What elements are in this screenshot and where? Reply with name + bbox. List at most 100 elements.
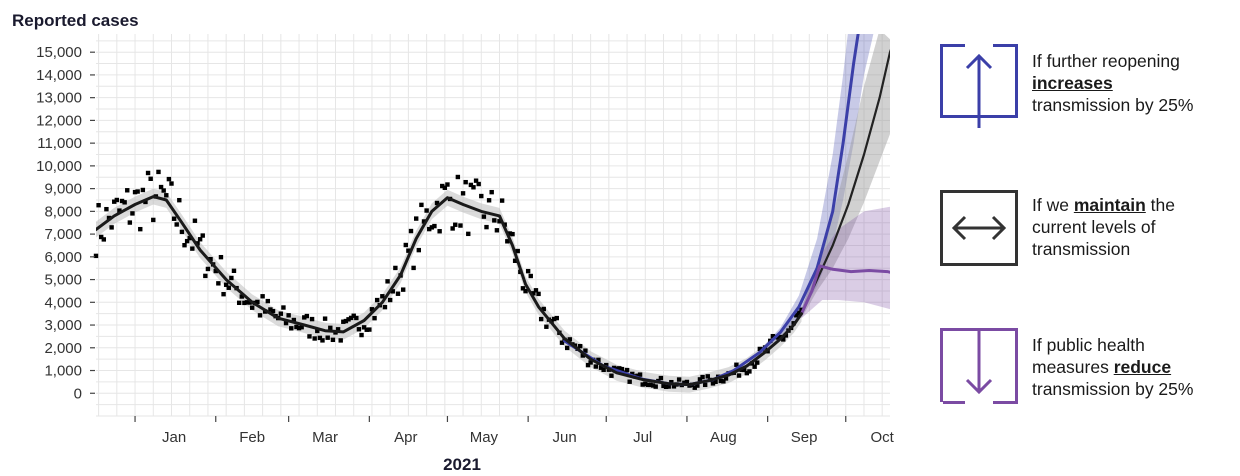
case-point bbox=[486, 198, 492, 203]
case-point bbox=[541, 306, 546, 312]
x-tick-label: Oct bbox=[871, 429, 895, 446]
case-point bbox=[736, 373, 742, 378]
x-tick-label: Feb bbox=[239, 429, 265, 446]
case-point bbox=[359, 332, 364, 338]
case-point bbox=[166, 176, 172, 182]
case-point bbox=[239, 294, 244, 299]
case-point bbox=[455, 174, 461, 180]
case-point bbox=[351, 313, 356, 318]
case-point bbox=[361, 325, 367, 330]
x-tick-label: Jun bbox=[552, 429, 576, 446]
case-point bbox=[471, 185, 476, 190]
case-point bbox=[182, 243, 187, 248]
case-point bbox=[122, 200, 127, 205]
case-point bbox=[697, 377, 703, 382]
case-point bbox=[637, 372, 643, 377]
case-point bbox=[187, 235, 192, 241]
case-point bbox=[174, 222, 179, 227]
daily-case-points bbox=[93, 169, 804, 390]
case-point bbox=[617, 366, 622, 371]
y-tick-label: 9,000 bbox=[44, 181, 82, 198]
case-point bbox=[411, 265, 416, 271]
case-point bbox=[643, 381, 648, 387]
y-tick-label: 3,000 bbox=[44, 317, 82, 334]
case-point bbox=[627, 379, 632, 384]
case-point bbox=[294, 324, 299, 330]
case-point bbox=[531, 291, 536, 296]
case-point bbox=[127, 220, 133, 225]
case-point bbox=[328, 325, 333, 331]
gridlines bbox=[96, 34, 890, 417]
case-point bbox=[164, 193, 169, 198]
case-point bbox=[364, 327, 369, 332]
case-point bbox=[666, 384, 671, 389]
case-point bbox=[130, 211, 135, 216]
case-point bbox=[619, 366, 625, 372]
y-axis-label: Reported cases bbox=[12, 11, 139, 30]
case-point bbox=[208, 256, 213, 262]
case-point bbox=[692, 385, 697, 390]
case-point bbox=[429, 225, 435, 230]
case-point bbox=[723, 376, 729, 381]
case-point bbox=[283, 320, 289, 326]
case-point bbox=[242, 300, 247, 306]
case-point bbox=[205, 266, 211, 272]
reduce-band bbox=[801, 206, 890, 319]
case-point bbox=[466, 231, 471, 237]
case-point bbox=[580, 353, 586, 358]
case-point bbox=[744, 370, 750, 376]
case-point bbox=[112, 199, 117, 204]
case-point bbox=[216, 281, 221, 286]
x-tick-label: May bbox=[470, 429, 499, 446]
case-point bbox=[564, 345, 570, 351]
x-ticks: Jan Feb Mar Apr May Jun Jul Aug Sep Oct bbox=[134, 416, 895, 446]
case-point bbox=[458, 223, 463, 228]
case-point bbox=[648, 382, 653, 388]
case-point bbox=[93, 253, 99, 259]
case-point bbox=[223, 282, 229, 287]
case-point bbox=[195, 241, 200, 246]
case-point bbox=[244, 300, 250, 305]
case-point bbox=[315, 328, 320, 334]
case-point bbox=[156, 169, 161, 175]
case-point bbox=[400, 287, 406, 292]
case-point bbox=[390, 289, 395, 294]
case-point bbox=[148, 176, 153, 181]
y-tick-label: 2,000 bbox=[44, 340, 82, 357]
case-point bbox=[567, 337, 572, 342]
case-point bbox=[538, 316, 544, 322]
case-point bbox=[525, 268, 531, 274]
case-point bbox=[369, 307, 375, 312]
case-point bbox=[640, 382, 645, 387]
case-point bbox=[143, 199, 148, 205]
case-point bbox=[125, 188, 130, 193]
case-point bbox=[463, 179, 468, 185]
case-point bbox=[338, 338, 343, 343]
y-tick-label: 5,000 bbox=[44, 272, 82, 289]
case-point bbox=[583, 348, 588, 353]
case-point bbox=[135, 189, 140, 194]
y-tick-label: 13,000 bbox=[36, 90, 82, 107]
case-point bbox=[270, 308, 276, 314]
case-point bbox=[682, 380, 687, 385]
x-tick-label: Apr bbox=[394, 429, 417, 446]
case-point bbox=[609, 373, 614, 378]
x-tick-label: Sep bbox=[791, 429, 818, 446]
case-point bbox=[416, 247, 422, 253]
case-point bbox=[335, 327, 341, 332]
arrow-down-icon bbox=[940, 328, 1018, 404]
case-point bbox=[494, 228, 500, 233]
series-lines bbox=[96, 34, 890, 387]
legend-increase-text: If further reopening increases transmiss… bbox=[1032, 51, 1194, 115]
case-point bbox=[354, 315, 359, 321]
reduce-line bbox=[800, 264, 890, 316]
case-point bbox=[510, 231, 515, 237]
case-point bbox=[406, 248, 411, 253]
case-point bbox=[484, 224, 489, 230]
case-point bbox=[551, 316, 557, 322]
case-point bbox=[419, 202, 424, 208]
case-point bbox=[437, 229, 442, 234]
case-point bbox=[346, 317, 351, 322]
case-point bbox=[702, 382, 708, 388]
case-point bbox=[367, 327, 372, 332]
